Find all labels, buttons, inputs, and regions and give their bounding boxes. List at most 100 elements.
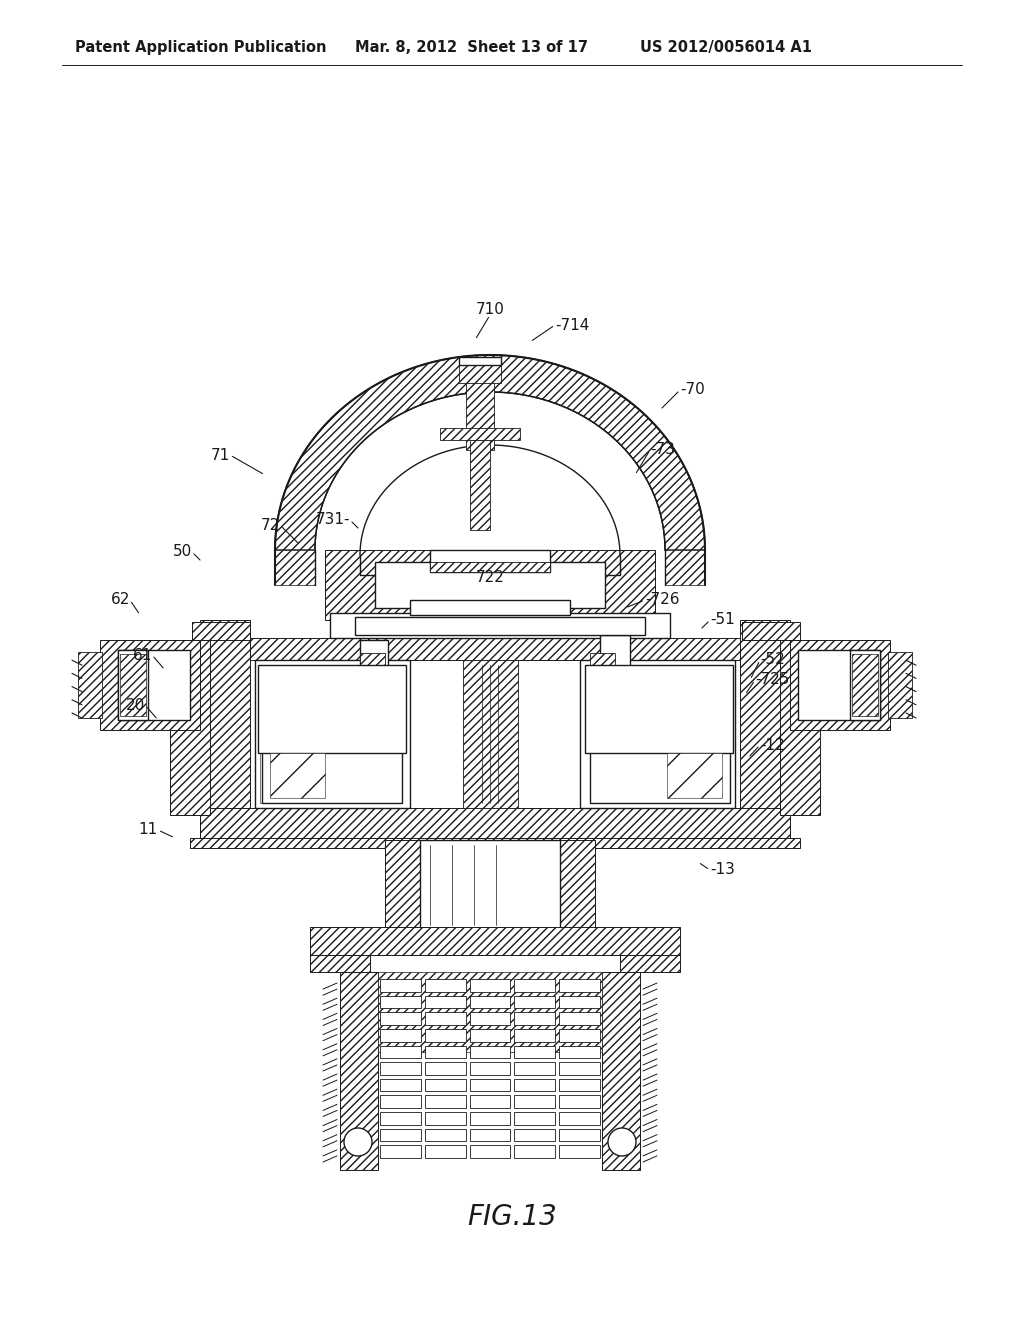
Bar xyxy=(514,1012,555,1024)
Bar xyxy=(325,550,655,620)
Bar xyxy=(260,734,330,803)
Bar xyxy=(514,1111,555,1125)
Text: 71: 71 xyxy=(211,447,230,462)
Text: 11: 11 xyxy=(138,822,158,837)
Bar xyxy=(463,660,518,808)
Bar xyxy=(385,840,420,931)
Bar xyxy=(378,972,602,1052)
Bar xyxy=(430,562,550,572)
Circle shape xyxy=(344,1129,372,1156)
Bar xyxy=(380,1146,421,1158)
Bar xyxy=(742,622,800,640)
Bar xyxy=(470,1111,510,1125)
Text: 722: 722 xyxy=(475,570,505,586)
Bar xyxy=(470,1028,510,1041)
Bar xyxy=(380,979,421,991)
Bar xyxy=(667,752,722,799)
Text: 20: 20 xyxy=(126,697,145,713)
Bar xyxy=(200,620,250,840)
Text: -726: -726 xyxy=(645,593,680,607)
Bar xyxy=(425,1028,466,1041)
Text: Patent Application Publication: Patent Application Publication xyxy=(75,40,327,55)
Bar xyxy=(466,366,494,450)
Bar xyxy=(852,653,878,715)
Bar xyxy=(380,1028,421,1041)
Bar xyxy=(850,649,880,719)
Bar xyxy=(514,979,555,991)
Bar xyxy=(380,995,421,1008)
Bar xyxy=(118,649,148,719)
Bar xyxy=(330,612,670,638)
Bar xyxy=(559,979,600,991)
Bar xyxy=(100,640,200,730)
Text: -725: -725 xyxy=(755,672,790,688)
Bar xyxy=(425,1129,466,1142)
Bar xyxy=(380,1045,421,1059)
Text: 61: 61 xyxy=(133,648,152,663)
Bar xyxy=(380,1078,421,1092)
Text: -51: -51 xyxy=(710,612,735,627)
Bar xyxy=(190,838,800,847)
Bar xyxy=(380,1111,421,1125)
Bar xyxy=(459,356,501,366)
Bar xyxy=(580,660,735,808)
Bar xyxy=(310,954,370,972)
Bar xyxy=(270,752,325,799)
Bar xyxy=(459,366,501,383)
Text: -12: -12 xyxy=(760,738,784,752)
Bar xyxy=(514,995,555,1008)
Bar xyxy=(470,979,510,991)
Bar xyxy=(258,665,406,752)
Bar xyxy=(780,640,820,814)
Bar xyxy=(559,1063,600,1074)
Bar xyxy=(375,562,605,609)
Bar xyxy=(470,1146,510,1158)
Bar xyxy=(425,1063,466,1074)
Bar xyxy=(255,660,410,808)
Text: -70: -70 xyxy=(680,383,705,397)
Bar xyxy=(275,550,315,585)
Bar xyxy=(262,748,402,803)
Text: -13: -13 xyxy=(710,862,735,878)
Bar xyxy=(514,1028,555,1041)
Bar xyxy=(470,995,510,1008)
Bar xyxy=(410,601,570,615)
Bar xyxy=(193,622,250,640)
Bar xyxy=(425,1111,466,1125)
Text: US 2012/0056014 A1: US 2012/0056014 A1 xyxy=(640,40,812,55)
Bar xyxy=(470,1045,510,1059)
Bar xyxy=(430,550,550,572)
Bar xyxy=(559,1096,600,1107)
Bar xyxy=(740,620,790,840)
Bar xyxy=(118,649,190,719)
Bar xyxy=(360,640,388,696)
Bar xyxy=(559,1028,600,1041)
Bar xyxy=(514,1045,555,1059)
Bar xyxy=(590,748,730,803)
Bar xyxy=(514,1129,555,1142)
Text: -52: -52 xyxy=(760,652,784,668)
Bar xyxy=(250,638,740,660)
Circle shape xyxy=(608,1129,636,1156)
Bar xyxy=(559,1045,600,1059)
Bar xyxy=(380,1063,421,1074)
Bar xyxy=(559,1129,600,1142)
Bar xyxy=(470,1129,510,1142)
Bar xyxy=(425,1012,466,1024)
Bar xyxy=(200,808,790,840)
Bar xyxy=(380,1096,421,1107)
Bar xyxy=(514,1146,555,1158)
Bar xyxy=(425,1096,466,1107)
Text: 72: 72 xyxy=(261,517,280,532)
Bar xyxy=(514,1096,555,1107)
Bar xyxy=(170,640,210,814)
Text: FIG.13: FIG.13 xyxy=(467,1203,557,1232)
Bar xyxy=(560,840,595,931)
Bar xyxy=(420,840,560,931)
Bar xyxy=(440,428,520,440)
Bar xyxy=(78,652,102,718)
Bar xyxy=(620,954,680,972)
Text: 62: 62 xyxy=(111,593,130,607)
Bar xyxy=(470,1063,510,1074)
Bar xyxy=(380,1012,421,1024)
